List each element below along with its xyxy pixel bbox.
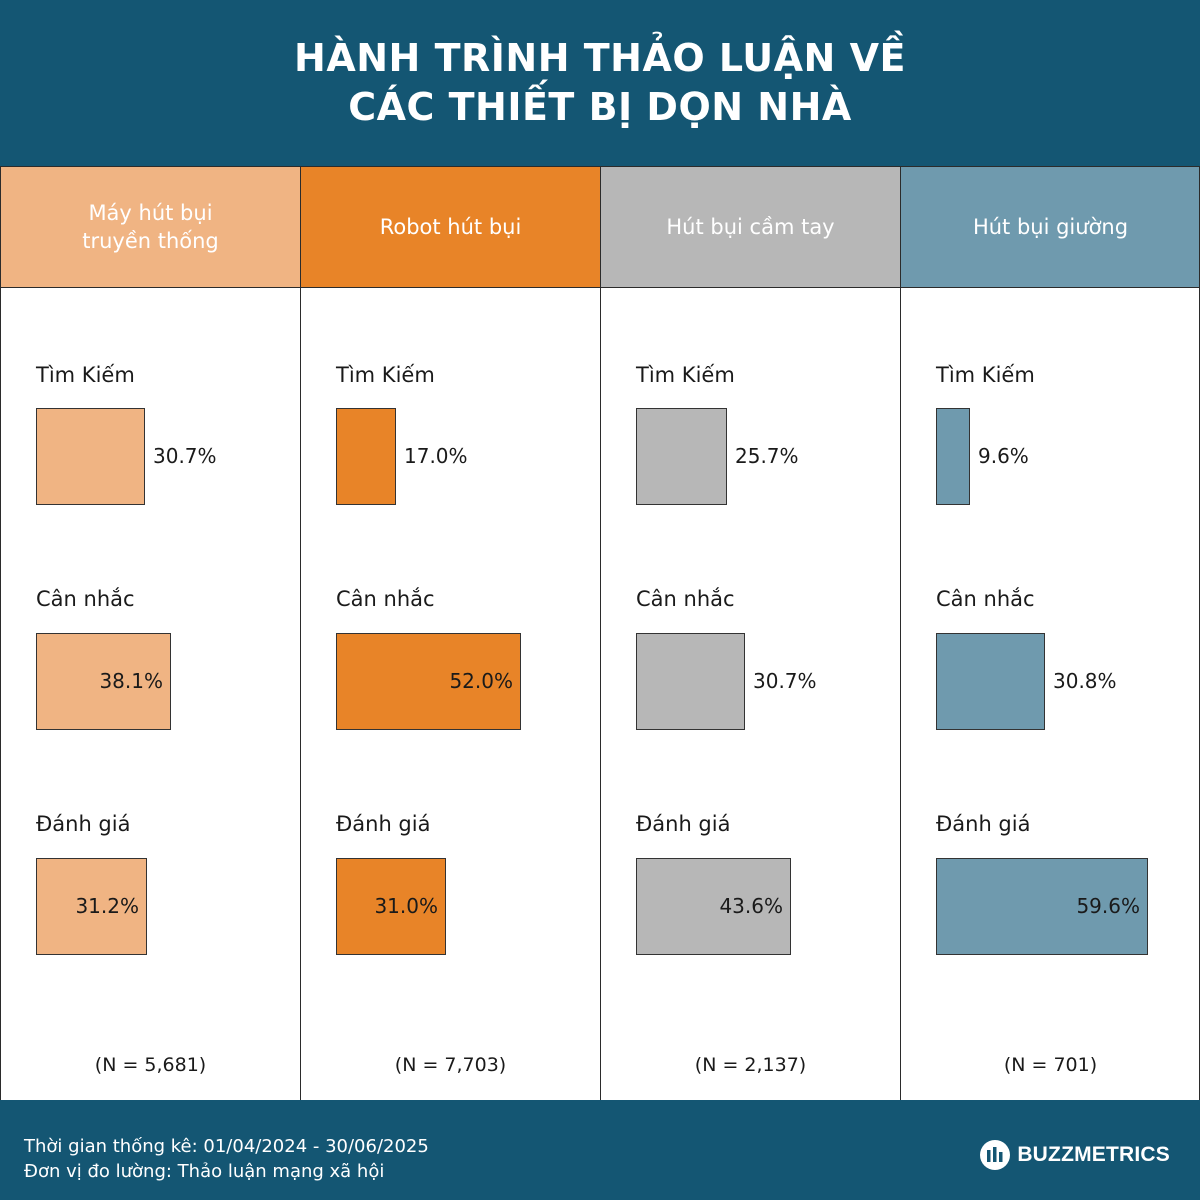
data-label: 17.0% bbox=[404, 444, 468, 468]
stage-label: Tìm Kiếm bbox=[636, 363, 735, 387]
series-header: Hút bụi cầm tay bbox=[601, 167, 900, 288]
stage-label: Đánh giá bbox=[336, 812, 431, 836]
series-column: Hút bụi giường Tìm Kiếm 9.6% Cân nhắc 30.8% Đ… bbox=[900, 166, 1200, 1100]
title-banner: HÀNH TRÌNH THẢO LUẬN VỀ CÁC THIẾT BỊ DỌN… bbox=[0, 0, 1200, 166]
data-label: 30.8% bbox=[1053, 669, 1117, 693]
stage-label: Tìm Kiếm bbox=[936, 363, 1035, 387]
stage-label: Đánh giá bbox=[36, 812, 131, 836]
data-label: 9.6% bbox=[978, 444, 1029, 468]
bar bbox=[936, 858, 1148, 955]
data-label: 31.0% bbox=[374, 894, 438, 918]
data-label: 30.7% bbox=[153, 444, 217, 468]
series-header-line: Hút bụi cầm tay bbox=[666, 215, 835, 239]
bar bbox=[636, 858, 791, 955]
series-header-line: Robot hút bụi bbox=[379, 215, 522, 239]
footer-period: Thời gian thống kê: 01/04/2024 - 30/06/2… bbox=[24, 1136, 429, 1157]
chart-grid: Máy hút bụi truyền thống Tìm Kiếm 30.7% Cân … bbox=[0, 166, 1200, 1100]
bar bbox=[636, 408, 727, 505]
data-label: 38.1% bbox=[99, 669, 163, 693]
bar bbox=[36, 408, 145, 505]
bar bbox=[936, 408, 970, 505]
sample-size-label: (N = 5,681) bbox=[94, 1054, 207, 1076]
stage-label: Cân nhắc bbox=[936, 587, 1035, 611]
series-header-line: Máy hút bụi bbox=[88, 201, 213, 225]
stage-label: Cân nhắc bbox=[636, 587, 735, 611]
data-label: 30.7% bbox=[753, 669, 817, 693]
stage-label: Đánh giá bbox=[636, 812, 731, 836]
sample-size-label: (N = 701) bbox=[1003, 1054, 1098, 1076]
series-column: Máy hút bụi truyền thống Tìm Kiếm 30.7% Cân … bbox=[0, 166, 300, 1100]
series-header: Hút bụi giường bbox=[901, 167, 1200, 288]
stage-label: Cân nhắc bbox=[336, 587, 435, 611]
data-label: 52.0% bbox=[449, 669, 513, 693]
series-header-line: truyền thống bbox=[82, 229, 219, 253]
footer-unit: Đơn vị đo lường: Thảo luận mạng xã hội bbox=[24, 1161, 385, 1182]
sample-size-label: (N = 7,703) bbox=[394, 1054, 507, 1076]
bar bbox=[36, 858, 147, 955]
brand-name: BUZZMETRICS bbox=[1017, 1143, 1170, 1166]
brand-logo: BUZZMETRICS bbox=[979, 1138, 1170, 1172]
data-label: 43.6% bbox=[719, 894, 783, 918]
data-label: 31.2% bbox=[75, 894, 139, 918]
data-label: 59.6% bbox=[1076, 894, 1140, 918]
series-header: Robot hút bụi bbox=[301, 167, 600, 288]
stage-label: Tìm Kiếm bbox=[36, 363, 135, 387]
series-column: Hút bụi cầm tay Tìm Kiếm 25.7% Cân nhắc 30.7… bbox=[600, 166, 900, 1100]
stage-label: Tìm Kiếm bbox=[336, 363, 435, 387]
stage-label: Đánh giá bbox=[936, 812, 1031, 836]
stage-label: Cân nhắc bbox=[36, 587, 135, 611]
sample-size-label: (N = 2,137) bbox=[694, 1054, 807, 1076]
series-header: Máy hút bụi truyền thống bbox=[1, 167, 300, 288]
buzzmetrics-logo-icon bbox=[980, 1140, 1011, 1170]
bar bbox=[336, 858, 446, 955]
bar bbox=[636, 633, 745, 730]
footer: Thời gian thống kê: 01/04/2024 - 30/06/2… bbox=[0, 1100, 1200, 1200]
series-header-line: Hút bụi giường bbox=[972, 215, 1129, 239]
data-label: 25.7% bbox=[735, 444, 799, 468]
title-line-2: CÁC THIẾT BỊ DỌN NHÀ bbox=[348, 85, 852, 129]
bar bbox=[936, 633, 1045, 730]
bar bbox=[336, 633, 521, 730]
bar bbox=[36, 633, 171, 730]
title-line-1: HÀNH TRÌNH THẢO LUẬN VỀ bbox=[294, 36, 906, 80]
series-column: Robot hút bụi Tìm Kiếm 17.0% Cân nhắc 52.0% Đ… bbox=[300, 166, 600, 1100]
bar bbox=[336, 408, 396, 505]
